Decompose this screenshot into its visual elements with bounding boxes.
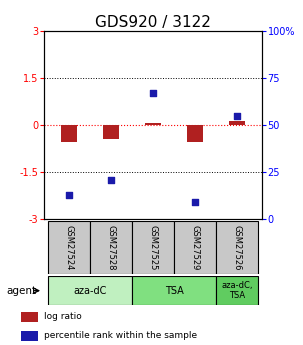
Text: aza-dC: aza-dC	[73, 286, 107, 296]
Text: GSM27528: GSM27528	[107, 225, 115, 270]
Bar	[132, 276, 216, 305]
Title: GDS920 / 3122: GDS920 / 3122	[95, 15, 211, 30]
Text: aza-dC,
TSA: aza-dC, TSA	[221, 281, 253, 300]
Bar	[21, 331, 38, 341]
Text: TSA: TSA	[165, 286, 183, 296]
Point	[151, 90, 155, 96]
Point	[192, 199, 197, 205]
Point	[109, 177, 114, 183]
Bar	[145, 122, 161, 125]
Text: agent: agent	[6, 286, 36, 296]
Bar	[103, 125, 119, 139]
Bar	[48, 276, 132, 305]
Text: GSM27525: GSM27525	[148, 225, 158, 270]
Bar	[90, 221, 132, 274]
Text: percentile rank within the sample: percentile rank within the sample	[44, 332, 197, 341]
Bar	[21, 312, 38, 322]
Point	[67, 192, 72, 197]
Bar	[48, 221, 90, 274]
Bar	[174, 221, 216, 274]
Point	[235, 113, 239, 118]
Text: GSM27529: GSM27529	[191, 225, 199, 270]
Text: log ratio: log ratio	[44, 313, 82, 322]
Bar	[61, 125, 78, 142]
Text: GSM27524: GSM27524	[65, 225, 74, 270]
Bar	[132, 221, 174, 274]
Bar	[216, 276, 258, 305]
Text: GSM27526: GSM27526	[232, 225, 241, 270]
Bar	[228, 121, 245, 125]
Bar	[216, 221, 258, 274]
Bar	[187, 125, 203, 142]
